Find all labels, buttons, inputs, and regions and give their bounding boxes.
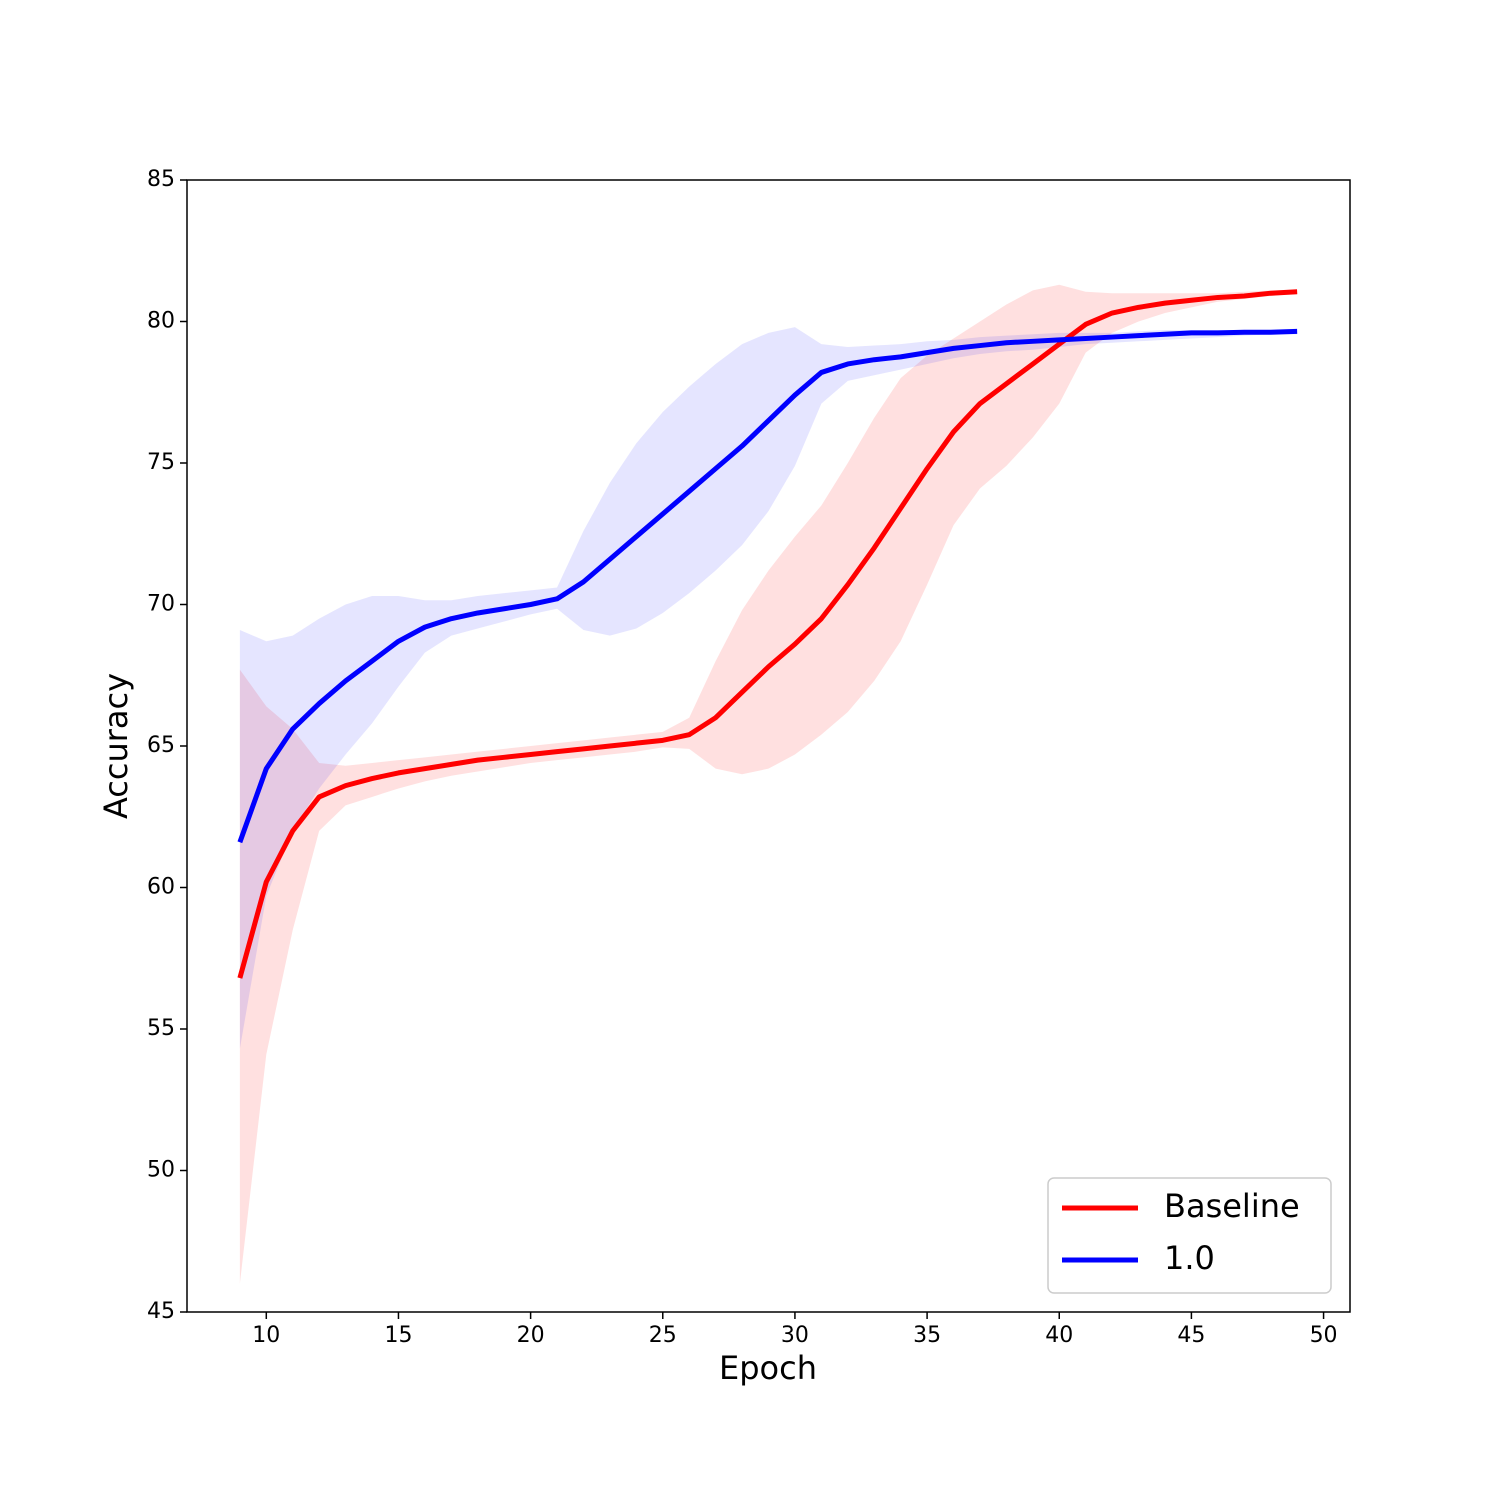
legend-label: Baseline (1164, 1187, 1300, 1225)
confidence-band (239, 327, 1298, 1049)
x-tick-label: 20 (517, 1323, 545, 1348)
x-tick-label: 15 (384, 1323, 412, 1348)
series-line (237, 289, 1298, 979)
x-tick-label: 50 (1310, 1323, 1338, 1348)
x-tick-label: 25 (649, 1323, 677, 1348)
x-tick-label: 30 (781, 1323, 809, 1348)
x-tick-label: 10 (252, 1323, 280, 1348)
x-axis-label: Epoch (719, 1349, 817, 1387)
y-tick-label: 70 (147, 592, 175, 617)
y-tick-label: 60 (147, 875, 175, 900)
y-tick-label: 85 (147, 167, 175, 192)
y-tick-label: 80 (147, 309, 175, 334)
y-tick-label: 45 (147, 1299, 175, 1324)
y-tick-label: 75 (147, 450, 175, 475)
x-tick-label: 45 (1177, 1323, 1205, 1348)
y-axis-label: Accuracy (97, 673, 135, 819)
y-tick-label: 50 (147, 1158, 175, 1183)
series-line (237, 328, 1298, 844)
x-tick-label: 40 (1045, 1323, 1073, 1348)
y-tick-label: 55 (147, 1016, 175, 1041)
x-tick-label: 35 (913, 1323, 941, 1348)
y-tick-label: 65 (147, 733, 175, 758)
legend: Baseline 1.0 (1047, 1177, 1332, 1294)
legend-label: 1.0 (1164, 1239, 1215, 1277)
